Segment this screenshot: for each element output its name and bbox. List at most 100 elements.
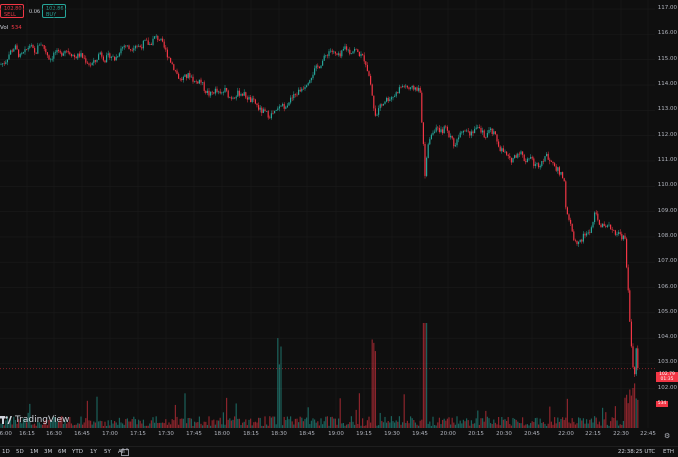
candle-body [360,54,362,57]
candle-body [494,131,496,135]
candle-body [118,53,120,57]
volume-bar [362,418,364,428]
settings-gear-icon[interactable]: ⚙ [664,432,671,440]
candle-body [326,55,328,57]
volume-bar [170,424,172,428]
candle-body [450,135,452,138]
candle-body [224,87,226,93]
volume-bar [618,425,620,428]
candle-body [58,50,60,51]
volume-bar [446,418,448,428]
volume-bar [160,422,162,428]
candle-body [11,50,13,52]
candle-body [456,139,458,146]
candle-body [70,54,72,57]
volume-bar [566,398,568,428]
candle-body [630,321,632,347]
candle-body [579,239,581,242]
price-chart[interactable] [0,0,655,428]
candle-body [445,126,447,128]
range-button-1y[interactable]: 1Y [90,449,97,455]
bottom-toolbar: 1D 5D 1M 3M 6M YTD 1Y 5Y All 22:38:25 UTC ETH [0,446,678,457]
volume-bar [411,418,413,428]
candle-body [443,126,445,134]
volume-legend: Vol 534 [0,25,22,31]
candle-body [206,90,208,93]
volume-bar [269,416,271,428]
volume-bar [34,423,36,428]
volume-bar [64,420,66,428]
candle-body [411,85,413,88]
tradingview-logo[interactable]: TradingView [0,414,69,426]
volume-bar [496,424,498,428]
candle-body [37,45,39,54]
candle-body [178,73,180,79]
volume-bar [83,422,85,428]
range-button-5d[interactable]: 5D [16,449,24,455]
range-button-3m[interactable]: 3M [44,449,53,455]
candle-body [403,86,405,87]
candle-body [624,235,626,239]
volume-bar [294,418,296,428]
volume-bar [211,420,213,428]
volume-bar [134,419,136,428]
candle-body [144,39,146,41]
candle-body [616,233,618,235]
volume-bar [602,407,604,428]
candle-body [626,238,628,268]
candle-body [536,163,538,165]
candle-body [251,98,253,103]
candle-body [202,82,204,83]
candle-body [181,78,183,80]
volume-bar [498,417,500,428]
time-axis[interactable]: 16:00 16:15 16:30 16:45 17:00 17:15 17:30 17:45… [0,430,656,442]
volume-tag-value: 534 [657,401,667,406]
volume-tag: 534 [656,401,668,407]
price-scale[interactable]: 117.00 116.00 115.00 114.00 113.00 112.00 111.… [655,0,678,428]
candle-body [139,45,141,48]
candle-body [416,87,418,91]
volume-bar [53,417,55,428]
range-button-1d[interactable]: 1D [2,449,10,455]
volume-bar [525,424,527,428]
sell-label: SELL [4,12,16,18]
volume-bar [376,425,378,428]
range-button-ytd[interactable]: YTD [72,449,83,455]
buy-label: BUY [46,12,57,18]
candle-body [50,59,52,61]
volume-bar [589,419,591,428]
volume-bar [478,424,480,428]
volume-bar [27,412,29,428]
range-button-6m[interactable]: 6M [58,449,67,455]
candle-body [170,58,172,63]
candle-body [88,63,90,65]
spread-value: 0.06 [29,9,41,15]
volume-bar [502,419,504,428]
candle-body [203,82,205,91]
volume-bar [408,423,410,428]
volume-bar [13,416,15,428]
candle-body [64,50,66,54]
candle-body [75,57,77,59]
candle-body [458,137,460,140]
volume-bar [403,394,405,428]
candle-body [634,367,636,375]
volume-bar [186,423,188,428]
volume-bar [59,417,61,428]
candle-body [381,104,383,106]
range-button-5y[interactable]: 5Y [104,449,111,455]
volume-bar [555,423,557,428]
candle-body [474,128,476,134]
candle-body [45,48,47,53]
volume-bar [85,418,87,428]
date-range-calendar-icon[interactable] [121,448,129,456]
volume-bar [573,421,575,428]
candle-body [56,50,58,53]
volume-bar [475,418,477,428]
timezone-clock[interactable]: 22:38:25 UTC ETH [618,449,674,455]
range-button-1m[interactable]: 1M [30,449,39,455]
candle-body [171,62,173,65]
volume-bar [459,420,461,428]
volume-bar [90,420,92,428]
candle-body [520,151,522,155]
